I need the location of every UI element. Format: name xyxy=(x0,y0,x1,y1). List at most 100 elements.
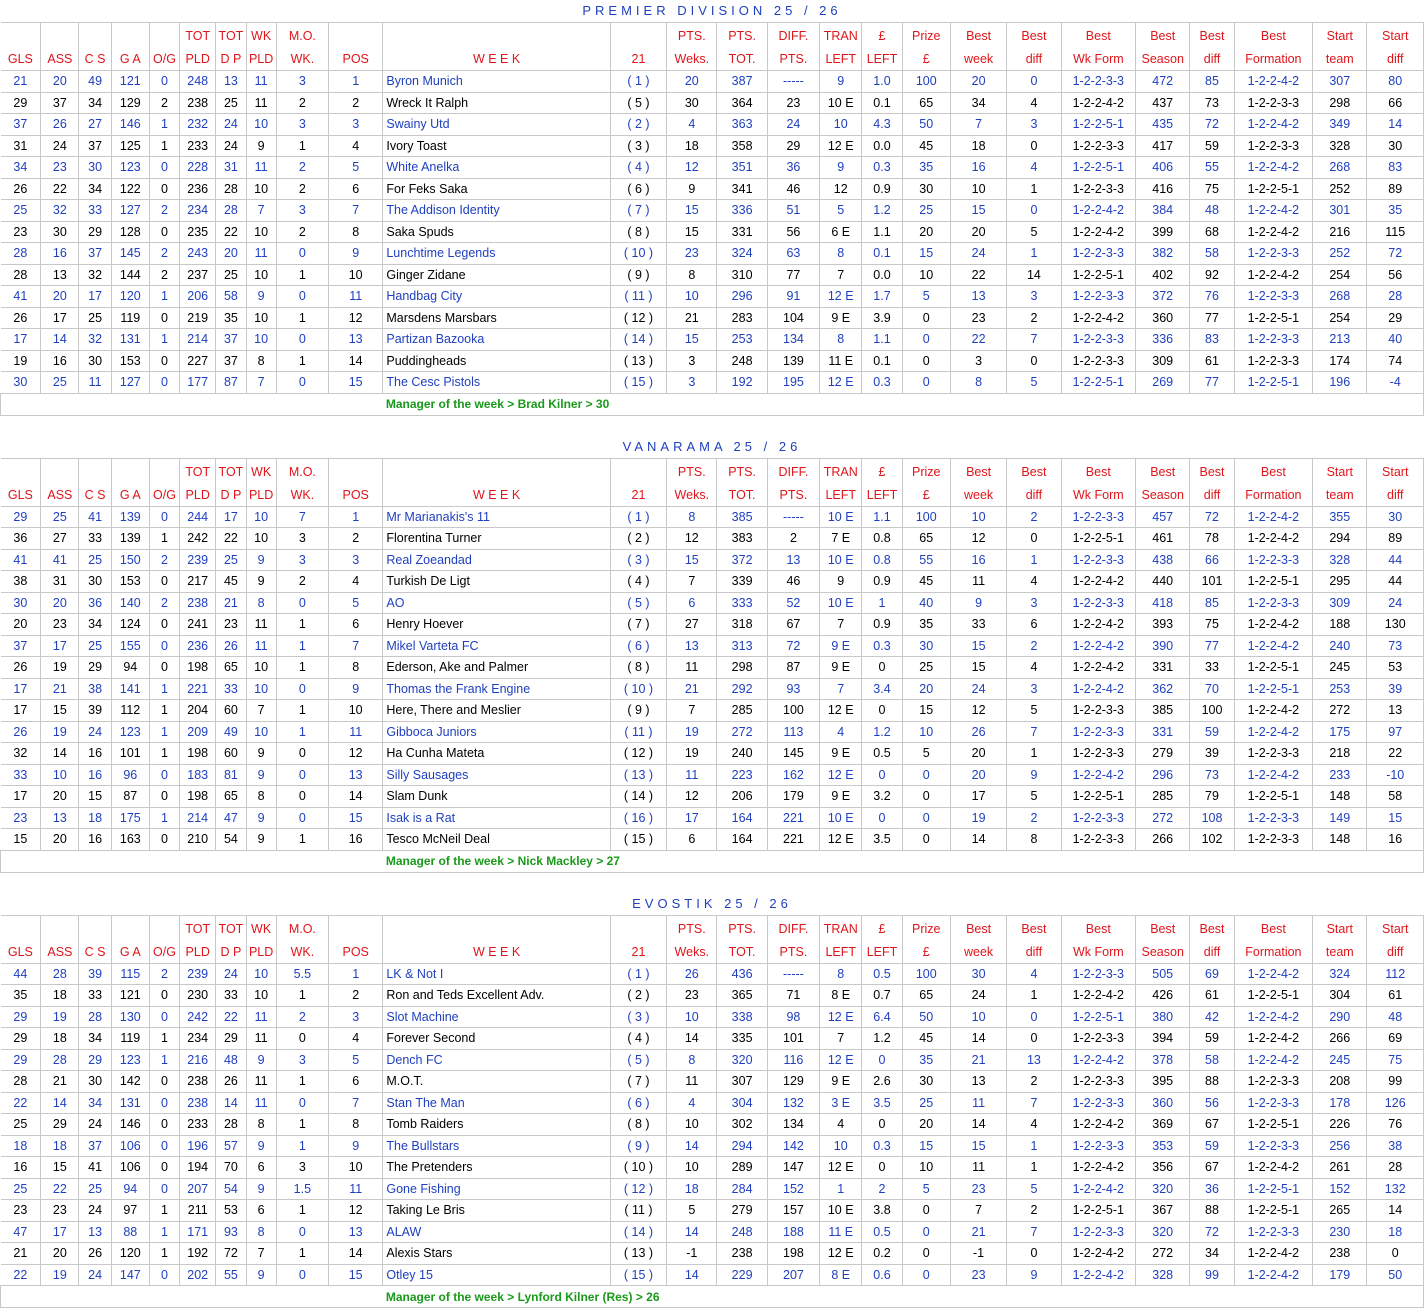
cell-diff-pts: 91 xyxy=(767,286,819,308)
cell-mo-wk: 3 xyxy=(276,1157,328,1179)
column-header-tot-dp: TOT xyxy=(216,23,246,50)
column-header-prize: Prize xyxy=(902,458,950,485)
cell-diff-pts: 129 xyxy=(767,1071,819,1093)
cell-wk-pld: 8 xyxy=(246,786,276,808)
cell-best-formation: 1-2-2-3-3 xyxy=(1234,829,1312,851)
cell-best-season: 394 xyxy=(1136,1028,1190,1050)
cell-tot-dp: 31 xyxy=(216,157,246,179)
cell-og: 0 xyxy=(149,506,179,528)
column-header-pos: POS xyxy=(329,49,383,71)
cell-og: 1 xyxy=(149,114,179,136)
cell-tran-left: 12 xyxy=(820,178,862,200)
cell-ass: 20 xyxy=(41,1243,79,1265)
cell-best-diff: 4 xyxy=(1007,92,1061,114)
cell-team: The Bullstars xyxy=(383,1135,610,1157)
cell-og: 0 xyxy=(149,71,179,93)
cell-start-diff: 14 xyxy=(1367,114,1424,136)
cell-og: 0 xyxy=(149,372,179,394)
cell-money-left: 0.9 xyxy=(862,571,902,593)
cell-week21: ( 14 ) xyxy=(610,329,666,351)
cell-tot-dp: 20 xyxy=(216,243,246,265)
cell-og: 2 xyxy=(149,963,179,985)
column-header-best-formation: Best xyxy=(1234,23,1312,50)
cell-start-diff: -10 xyxy=(1367,764,1424,786)
column-header-cs xyxy=(79,23,111,50)
cell-start-team: 272 xyxy=(1313,700,1367,722)
cell-best-wk-form: 1-2-2-4-2 xyxy=(1061,678,1135,700)
cell-diff-pts: 152 xyxy=(767,1178,819,1200)
cell-diff-pts: 142 xyxy=(767,1135,819,1157)
column-header-ga xyxy=(111,915,149,942)
cell-best-wk-form: 1-2-2-3-3 xyxy=(1061,286,1135,308)
cell-start-diff: 58 xyxy=(1367,786,1424,808)
cell-wk-pld: 9 xyxy=(246,1049,276,1071)
cell-best-diff: 1 xyxy=(1007,743,1061,765)
cell-start-team: 355 xyxy=(1313,506,1367,528)
cell-tot-dp: 24 xyxy=(216,114,246,136)
cell-start-diff: 0 xyxy=(1367,1243,1424,1265)
cell-ga: 123 xyxy=(111,721,149,743)
cell-diff-pts: 67 xyxy=(767,614,819,636)
cell-week21: ( 15 ) xyxy=(610,1264,666,1286)
cell-best-diff: 7 xyxy=(1007,1221,1061,1243)
cell-pts-total: 223 xyxy=(717,764,767,786)
cell-start-diff: 56 xyxy=(1367,264,1424,286)
cell-team: Dench FC xyxy=(383,1049,610,1071)
cell-pos: 12 xyxy=(329,1200,383,1222)
column-header-tot-pld: PLD xyxy=(180,485,216,507)
cell-pos: 8 xyxy=(329,1114,383,1136)
cell-start-team: 268 xyxy=(1313,157,1367,179)
cell-best-week: 7 xyxy=(950,1200,1006,1222)
cell-tran-left: 12 E xyxy=(820,286,862,308)
cell-money-left: 0.0 xyxy=(862,264,902,286)
cell-wk-pld: 9 xyxy=(246,1135,276,1157)
cell-start-team: 324 xyxy=(1313,963,1367,985)
cell-cs: 33 xyxy=(79,985,111,1007)
cell-week21: ( 2 ) xyxy=(610,114,666,136)
cell-wk-pld: 6 xyxy=(246,1157,276,1179)
cell-best-week: 23 xyxy=(950,307,1006,329)
cell-best-wk-form: 1-2-2-5-1 xyxy=(1061,1200,1135,1222)
cell-week21: ( 9 ) xyxy=(610,700,666,722)
cell-best-formation: 1-2-2-3-3 xyxy=(1234,1071,1312,1093)
cell-ass: 19 xyxy=(41,721,79,743)
cell-diff-pts: 29 xyxy=(767,135,819,157)
cell-pts-weeks: 10 xyxy=(667,286,717,308)
cell-gls: 38 xyxy=(1,571,41,593)
cell-diff-pts: 100 xyxy=(767,700,819,722)
cell-mo-wk: 2 xyxy=(276,157,328,179)
cell-money-left: 0.8 xyxy=(862,549,902,571)
cell-best-season-diff: 70 xyxy=(1190,678,1234,700)
cell-mo-wk: 1 xyxy=(276,135,328,157)
cell-wk-pld: 7 xyxy=(246,200,276,222)
cell-best-diff: 7 xyxy=(1007,721,1061,743)
cell-best-season-diff: 76 xyxy=(1190,286,1234,308)
cell-week21: ( 1 ) xyxy=(610,963,666,985)
cell-best-wk-form: 1-2-2-3-3 xyxy=(1061,350,1135,372)
cell-gls: 30 xyxy=(1,592,41,614)
cell-ass: 10 xyxy=(41,764,79,786)
cell-prize: 20 xyxy=(902,678,950,700)
cell-tot-pld: 233 xyxy=(180,1114,216,1136)
cell-prize: 100 xyxy=(902,71,950,93)
cell-best-season: 457 xyxy=(1136,506,1190,528)
cell-wk-pld: 9 xyxy=(246,764,276,786)
cell-week21: ( 8 ) xyxy=(610,657,666,679)
cell-pts-weeks: 30 xyxy=(667,92,717,114)
cell-mo-wk: 0 xyxy=(276,1221,328,1243)
cell-best-wk-form: 1-2-2-3-3 xyxy=(1061,549,1135,571)
cell-week21: ( 7 ) xyxy=(610,614,666,636)
cell-best-diff: 4 xyxy=(1007,657,1061,679)
cell-diff-pts: 98 xyxy=(767,1006,819,1028)
cell-pts-total: 283 xyxy=(717,307,767,329)
column-header-wk-pld: PLD xyxy=(246,485,276,507)
cell-prize: 0 xyxy=(902,329,950,351)
column-header-mo-wk: WK. xyxy=(276,942,328,964)
column-header-best-diff: diff xyxy=(1007,49,1061,71)
column-header-week21: 21 xyxy=(610,942,666,964)
cell-best-formation: 1-2-2-4-2 xyxy=(1234,71,1312,93)
